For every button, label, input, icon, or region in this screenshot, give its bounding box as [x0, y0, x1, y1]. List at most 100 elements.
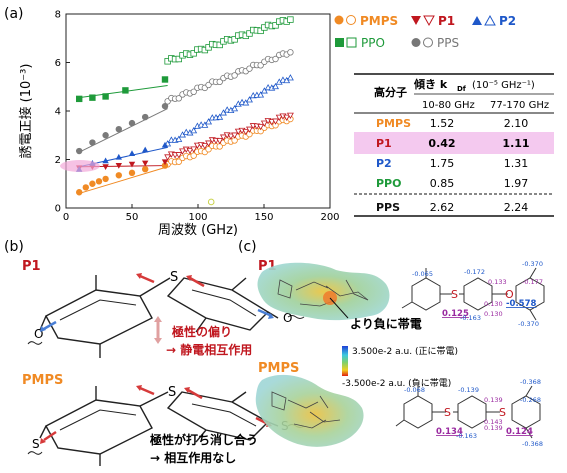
- pmps-charge-structure: [395, 385, 541, 439]
- point-filled-pps: [142, 113, 149, 121]
- point-open-p1: [227, 133, 235, 140]
- point-open-p1: [190, 146, 198, 153]
- y-tick-label: 8: [55, 10, 61, 21]
- point-open-p2: [246, 96, 253, 103]
- legend-pmps-filled-marker: [334, 15, 344, 25]
- table-row-value-high: 1.97: [504, 177, 529, 190]
- table-row-name: P2: [376, 157, 392, 170]
- table-row-name: P1: [376, 137, 392, 150]
- table-slope-subscript: Df: [457, 85, 467, 93]
- point-open-p2: [175, 135, 183, 142]
- pmps-note-line2: → 相互作用なし: [150, 450, 236, 465]
- x-tick-label: 50: [126, 212, 139, 223]
- table-row-name: PMPS: [376, 117, 411, 130]
- y-tick-label: 0: [55, 204, 61, 215]
- point-open-ppo: [231, 36, 238, 43]
- legend-ppo-open-marker: [346, 37, 357, 48]
- point-open-p2: [257, 91, 265, 98]
- charge-label: -0.368: [522, 440, 543, 448]
- charge-label: -0.268: [520, 396, 541, 404]
- p1-structure-o: O: [505, 288, 514, 301]
- table-row-value-high: 2.24: [504, 201, 529, 214]
- charge-label: 0.139: [484, 396, 503, 404]
- pmps-sulfur-atom-left: S: [32, 437, 40, 451]
- point-open-ppo: [257, 27, 264, 35]
- point-open-ppo: [246, 30, 253, 37]
- point-open-p2: [242, 99, 250, 106]
- point-open-p1: [257, 123, 265, 131]
- point-open-p2: [205, 118, 213, 125]
- charge-label: -0.370: [518, 320, 539, 328]
- pmps-molecule-sketch: [27, 386, 305, 466]
- point-open-p1: [231, 132, 239, 139]
- table-row-value-high: 1.31: [504, 157, 529, 170]
- legend-p2-open-marker: [484, 14, 496, 26]
- point-open-pps: [287, 49, 294, 56]
- legend-p2-filled-marker: [472, 16, 482, 25]
- point-filled-p1: [102, 164, 109, 170]
- fit-line-low-pmps: [79, 166, 168, 194]
- charge-label: 0.124: [506, 427, 533, 437]
- panel-label-a: (a): [4, 6, 24, 22]
- table-row-name: PPO: [376, 177, 401, 190]
- dielectric-loss-chart: 0 50 100 150 200 0 2 4 6 8 周波数 (GHz) 誘電正接 (10⁻³): [18, 10, 340, 239]
- p1-note-line1: 極性の偏り: [172, 324, 232, 339]
- point-filled-pps: [102, 132, 109, 139]
- y-tick-label: 6: [55, 58, 61, 69]
- point-filled-p2: [115, 153, 122, 160]
- panel-b-p1-title: P1: [22, 259, 41, 274]
- charge-label: 0.139: [484, 424, 503, 432]
- table-range-high: 77-170 GHz: [490, 100, 549, 111]
- esp-color-scale: [342, 346, 348, 376]
- panel-label-b: (b): [4, 239, 24, 255]
- charge-label: -0.068: [404, 386, 425, 394]
- p1-highlight: [60, 160, 100, 172]
- point-filled-pmps: [95, 178, 103, 185]
- p1-molecule-sketch: [27, 275, 305, 358]
- point-open-p1: [246, 126, 253, 133]
- point-open-pps: [246, 65, 253, 72]
- table-row-value-low: 1.75: [430, 157, 455, 170]
- point-open-p2: [231, 104, 239, 112]
- charge-label: -0.172: [464, 268, 485, 276]
- point-open-ppo: [287, 16, 294, 23]
- point-open-ppo: [190, 50, 197, 57]
- legend-pps-label: PPS: [437, 36, 459, 50]
- point-open-pmps: [175, 158, 182, 165]
- point-filled-pmps: [161, 162, 169, 169]
- x-axis-label: 周波数 (GHz): [158, 223, 238, 238]
- p1-note-line2: → 静電相互作用: [166, 342, 252, 357]
- point-filled-ppo: [161, 76, 169, 83]
- x-tick-label: 100: [188, 212, 207, 223]
- table-row-value-high: 2.10: [504, 117, 529, 130]
- legend-p1-open-marker: [423, 15, 435, 27]
- point-filled-p1: [115, 163, 122, 169]
- point-extra: [207, 198, 215, 206]
- x-tick-label: 150: [254, 212, 273, 223]
- table-row-value-low: 2.62: [430, 201, 455, 214]
- pmps-esp-map: [255, 374, 364, 447]
- point-open-p1: [186, 147, 194, 155]
- point-filled-pmps: [128, 169, 136, 177]
- point-filled-pps: [76, 147, 83, 155]
- legend-p1-label: P1: [438, 14, 455, 28]
- esp-callout: より負に帯電: [350, 316, 422, 331]
- point-filled-ppo: [122, 87, 129, 94]
- point-filled-pps: [161, 102, 169, 110]
- charge-label: 0.134: [436, 427, 463, 437]
- point-filled-p2: [102, 157, 109, 164]
- p1-charge-structure: [401, 267, 545, 321]
- point-open-p1: [286, 112, 294, 119]
- p1-oxygen-atom-left: O: [34, 327, 43, 341]
- point-open-p1: [260, 120, 268, 127]
- point-open-p2: [279, 76, 287, 83]
- point-filled-p1: [161, 159, 169, 166]
- pmps-note-line1: 極性が打ち消し合う: [150, 432, 258, 447]
- esp-scale-bottom-label: -3.500e-2 a.u. (負に帯電): [342, 377, 451, 389]
- point-open-p1: [275, 114, 283, 121]
- point-filled-pps: [89, 139, 96, 146]
- point-open-p1: [283, 114, 291, 121]
